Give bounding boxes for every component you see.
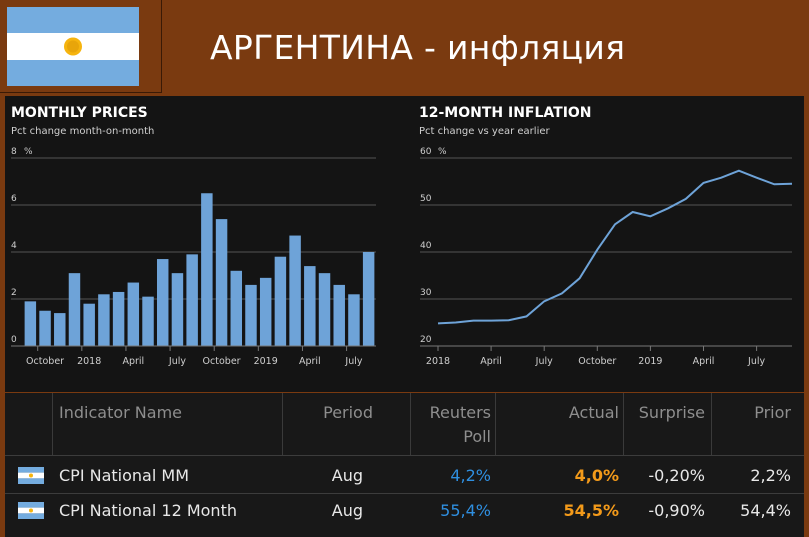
monthly-chart-subtitle: Pct change month-on-month <box>11 126 155 137</box>
x-tick-label: April <box>693 356 715 367</box>
bar <box>98 294 110 346</box>
header-prior: Prior <box>754 403 791 422</box>
indicator-table: Indicator Name Period Reuters Poll Actua… <box>5 393 804 537</box>
header-reuters: Reuters <box>429 403 491 422</box>
bar <box>333 284 345 346</box>
inflation-chart-subtitle: Pct change vs year earlier <box>419 126 550 137</box>
bar <box>171 273 184 346</box>
x-tick-label: July <box>747 356 765 367</box>
column-divider <box>623 393 624 455</box>
monthly-chart-title: MONTHLY PRICES <box>11 105 148 121</box>
prior-value: 2,2% <box>750 466 791 485</box>
column-divider <box>52 393 53 455</box>
y-tick-label: 6 <box>11 194 17 204</box>
y-tick-label: 50 <box>420 194 432 204</box>
bar <box>348 294 360 346</box>
bar <box>318 273 331 346</box>
column-divider <box>282 393 283 455</box>
table-row[interactable]: CPI National MM Aug 4,2% 4,0% -0,20% 2,2… <box>5 459 804 493</box>
reuters-poll-value: 4,2% <box>450 466 491 485</box>
y-tick-label: 20 <box>420 335 432 345</box>
column-divider <box>711 393 712 455</box>
y-unit-label: % <box>24 147 33 157</box>
row-divider <box>5 455 804 456</box>
bar <box>156 259 169 346</box>
bar <box>201 193 213 346</box>
surprise-value: -0,90% <box>648 501 705 520</box>
column-divider <box>410 393 411 455</box>
inflation-line <box>437 169 793 325</box>
inflation-line-chart: 60 50 40 30 20% 2018 April July October 2019 April… <box>420 147 793 367</box>
indicator-name: CPI National 12 Month <box>59 501 237 520</box>
header-surprise: Surprise <box>638 403 705 422</box>
x-tick-label: 2018 <box>77 356 101 367</box>
reuters-poll-value: 55,4% <box>440 501 491 520</box>
y-tick-label: 60 <box>420 147 432 157</box>
bar <box>289 235 301 346</box>
header-indicator-name: Indicator Name <box>59 403 182 422</box>
x-tick-label: 2018 <box>426 356 450 367</box>
flag-box <box>0 0 162 93</box>
x-tick-label: 2019 <box>638 356 662 367</box>
bar <box>142 296 154 346</box>
x-tick-label: April <box>299 356 321 367</box>
x-tick-label: October <box>578 356 616 367</box>
period-value: Aug <box>331 466 363 485</box>
monthly-prices-chart: 8 6 4 2 0% October 2018 April July October 2019 Apr… <box>11 147 376 367</box>
x-tick-label: July <box>168 356 186 367</box>
x-tick-label: October <box>203 356 241 367</box>
bar <box>274 256 287 346</box>
header-poll: Poll <box>463 427 491 446</box>
argentina-flag-icon <box>18 467 44 484</box>
header-bar: АРГЕНТИНА - инфляция <box>0 0 809 93</box>
page-title: АРГЕНТИНА - инфляция <box>210 28 626 67</box>
bar <box>39 310 51 346</box>
bar <box>24 301 37 346</box>
bar <box>304 266 316 346</box>
y-tick-label: 40 <box>420 241 432 251</box>
x-tick-label: July <box>344 356 362 367</box>
bar <box>215 219 228 346</box>
argentina-flag-icon <box>7 7 139 86</box>
actual-value: 54,5% <box>563 501 619 520</box>
x-tick-label: July <box>535 356 553 367</box>
argentina-flag-icon <box>18 502 44 519</box>
header-actual: Actual <box>568 403 619 422</box>
column-divider <box>495 393 496 455</box>
bar <box>259 277 272 346</box>
charts-panel: MONTHLY PRICES Pct change month-on-month… <box>5 96 804 392</box>
y-tick-label: 30 <box>420 288 432 298</box>
y-tick-label: 4 <box>11 241 17 251</box>
y-tick-label: 0 <box>11 335 17 345</box>
bar <box>54 313 66 346</box>
surprise-value: -0,20% <box>648 466 705 485</box>
header-period: Period <box>323 403 373 422</box>
bar <box>112 291 125 346</box>
bar <box>68 273 81 346</box>
indicator-name: CPI National MM <box>59 466 189 485</box>
actual-value: 4,0% <box>574 466 619 485</box>
x-tick-label: 2019 <box>254 356 278 367</box>
x-tick-label: October <box>26 356 64 367</box>
prior-value: 54,4% <box>740 501 791 520</box>
x-tick-label: April <box>480 356 502 367</box>
row-divider <box>5 493 804 494</box>
bar <box>186 254 198 346</box>
bar <box>127 282 140 346</box>
bar <box>83 303 95 346</box>
inflation-chart-title: 12-MONTH INFLATION <box>419 105 592 121</box>
y-tick-label: 8 <box>11 147 17 157</box>
y-tick-label: 2 <box>11 288 17 298</box>
bar <box>362 252 375 346</box>
period-value: Aug <box>331 501 363 520</box>
table-row[interactable]: CPI National 12 Month Aug 55,4% 54,5% -0… <box>5 494 804 528</box>
bar <box>245 284 257 346</box>
bar <box>230 270 243 346</box>
x-tick-label: April <box>122 356 144 367</box>
y-unit-label: % <box>438 147 447 157</box>
